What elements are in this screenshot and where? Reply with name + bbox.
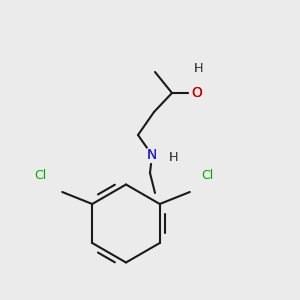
Text: O: O	[192, 86, 203, 100]
Text: N: N	[147, 148, 157, 162]
Text: H: H	[193, 61, 203, 74]
Text: H: H	[169, 151, 178, 164]
Text: H: H	[169, 151, 178, 164]
Circle shape	[145, 148, 160, 163]
Text: N: N	[147, 148, 157, 162]
Text: O: O	[192, 86, 203, 100]
Text: Cl: Cl	[201, 169, 213, 182]
Text: H: H	[193, 61, 203, 74]
Text: Cl: Cl	[34, 169, 46, 182]
Circle shape	[190, 85, 205, 100]
